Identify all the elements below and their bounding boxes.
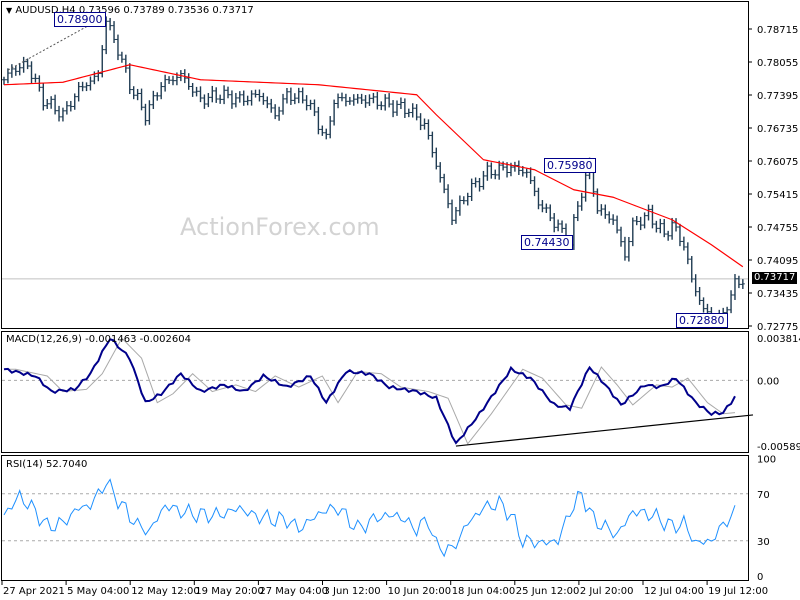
time-tick-label: 19 Jul 12:00 xyxy=(708,586,768,597)
symbol-label: AUDUSD,H4 xyxy=(15,5,76,16)
price-tick-label: 0.72775 xyxy=(757,322,798,333)
time-tick-label: 12 Jul 04:00 xyxy=(644,586,704,597)
time-tick-label: 2 Jul 20:00 xyxy=(580,586,634,597)
time-tick-label: 5 May 04:00 xyxy=(67,586,129,597)
triangle-down-icon[interactable]: ▼ xyxy=(6,6,13,15)
time-tick-label: 3 Jun 12:00 xyxy=(324,586,381,597)
macd-trendline xyxy=(455,414,754,447)
price-pane xyxy=(1,1,749,329)
moving-average-line xyxy=(3,64,744,268)
time-tick-label: 27 May 04:00 xyxy=(259,586,328,597)
time-tick-label: 27 Apr 2021 xyxy=(3,586,65,597)
rsi-axis-label: 0 xyxy=(757,572,763,583)
price-tick-label: 0.78055 xyxy=(757,58,798,69)
macd-label: MACD(12,26,9) -0.001463 -0.002604 xyxy=(6,334,191,345)
watermark: ActionForex.com xyxy=(180,213,380,241)
time-tick-label: 18 Jun 04:00 xyxy=(452,586,516,597)
rsi-axis-label: 100 xyxy=(757,455,776,466)
annotation-swing-low: 0.74430 xyxy=(521,235,573,250)
time-tick-label: 25 Jun 12:00 xyxy=(516,586,580,597)
ohlc-values: 0.73596 0.73789 0.73536 0.73717 xyxy=(78,5,254,16)
macd-line xyxy=(3,338,736,445)
price-tick-label: 0.74095 xyxy=(757,256,798,267)
time-tick-label: 10 Jun 20:00 xyxy=(388,586,452,597)
annotation-low: 0.72880 xyxy=(676,313,728,328)
macd-pane xyxy=(1,331,749,453)
macd-axis-label: -0.005895 xyxy=(757,442,800,453)
price-tick-label: 0.77395 xyxy=(757,91,798,102)
price-tick-label: 0.73435 xyxy=(757,289,798,300)
macd-axis-label: 0.003814 xyxy=(757,334,800,345)
annotation-high: 0.78900 xyxy=(54,12,106,27)
time-tick-label: 19 May 20:00 xyxy=(195,586,264,597)
price-tick-label: 0.78715 xyxy=(757,25,798,36)
rsi-axis-label: 70 xyxy=(757,490,770,501)
price-tick-label: 0.76075 xyxy=(757,157,798,168)
rsi-line xyxy=(3,478,736,558)
dotted-trendline xyxy=(7,21,96,71)
rsi-pane xyxy=(1,455,749,581)
price-tick-label: 0.74755 xyxy=(757,223,798,234)
price-tick-label: 0.76735 xyxy=(757,124,798,135)
current-price-label: 0.73717 xyxy=(752,272,798,284)
time-tick-label: 12 May 12:00 xyxy=(131,586,200,597)
annotation-swing-high: 0.75980 xyxy=(544,158,596,173)
rsi-label: RSI(14) 52.7040 xyxy=(6,459,88,470)
macd-axis-label: 0.00 xyxy=(757,376,779,387)
chart-header: ▼ AUDUSD,H4 0.73596 0.73789 0.73536 0.73… xyxy=(6,5,254,16)
rsi-axis-label: 30 xyxy=(757,537,770,548)
price-tick-label: 0.75415 xyxy=(757,190,798,201)
